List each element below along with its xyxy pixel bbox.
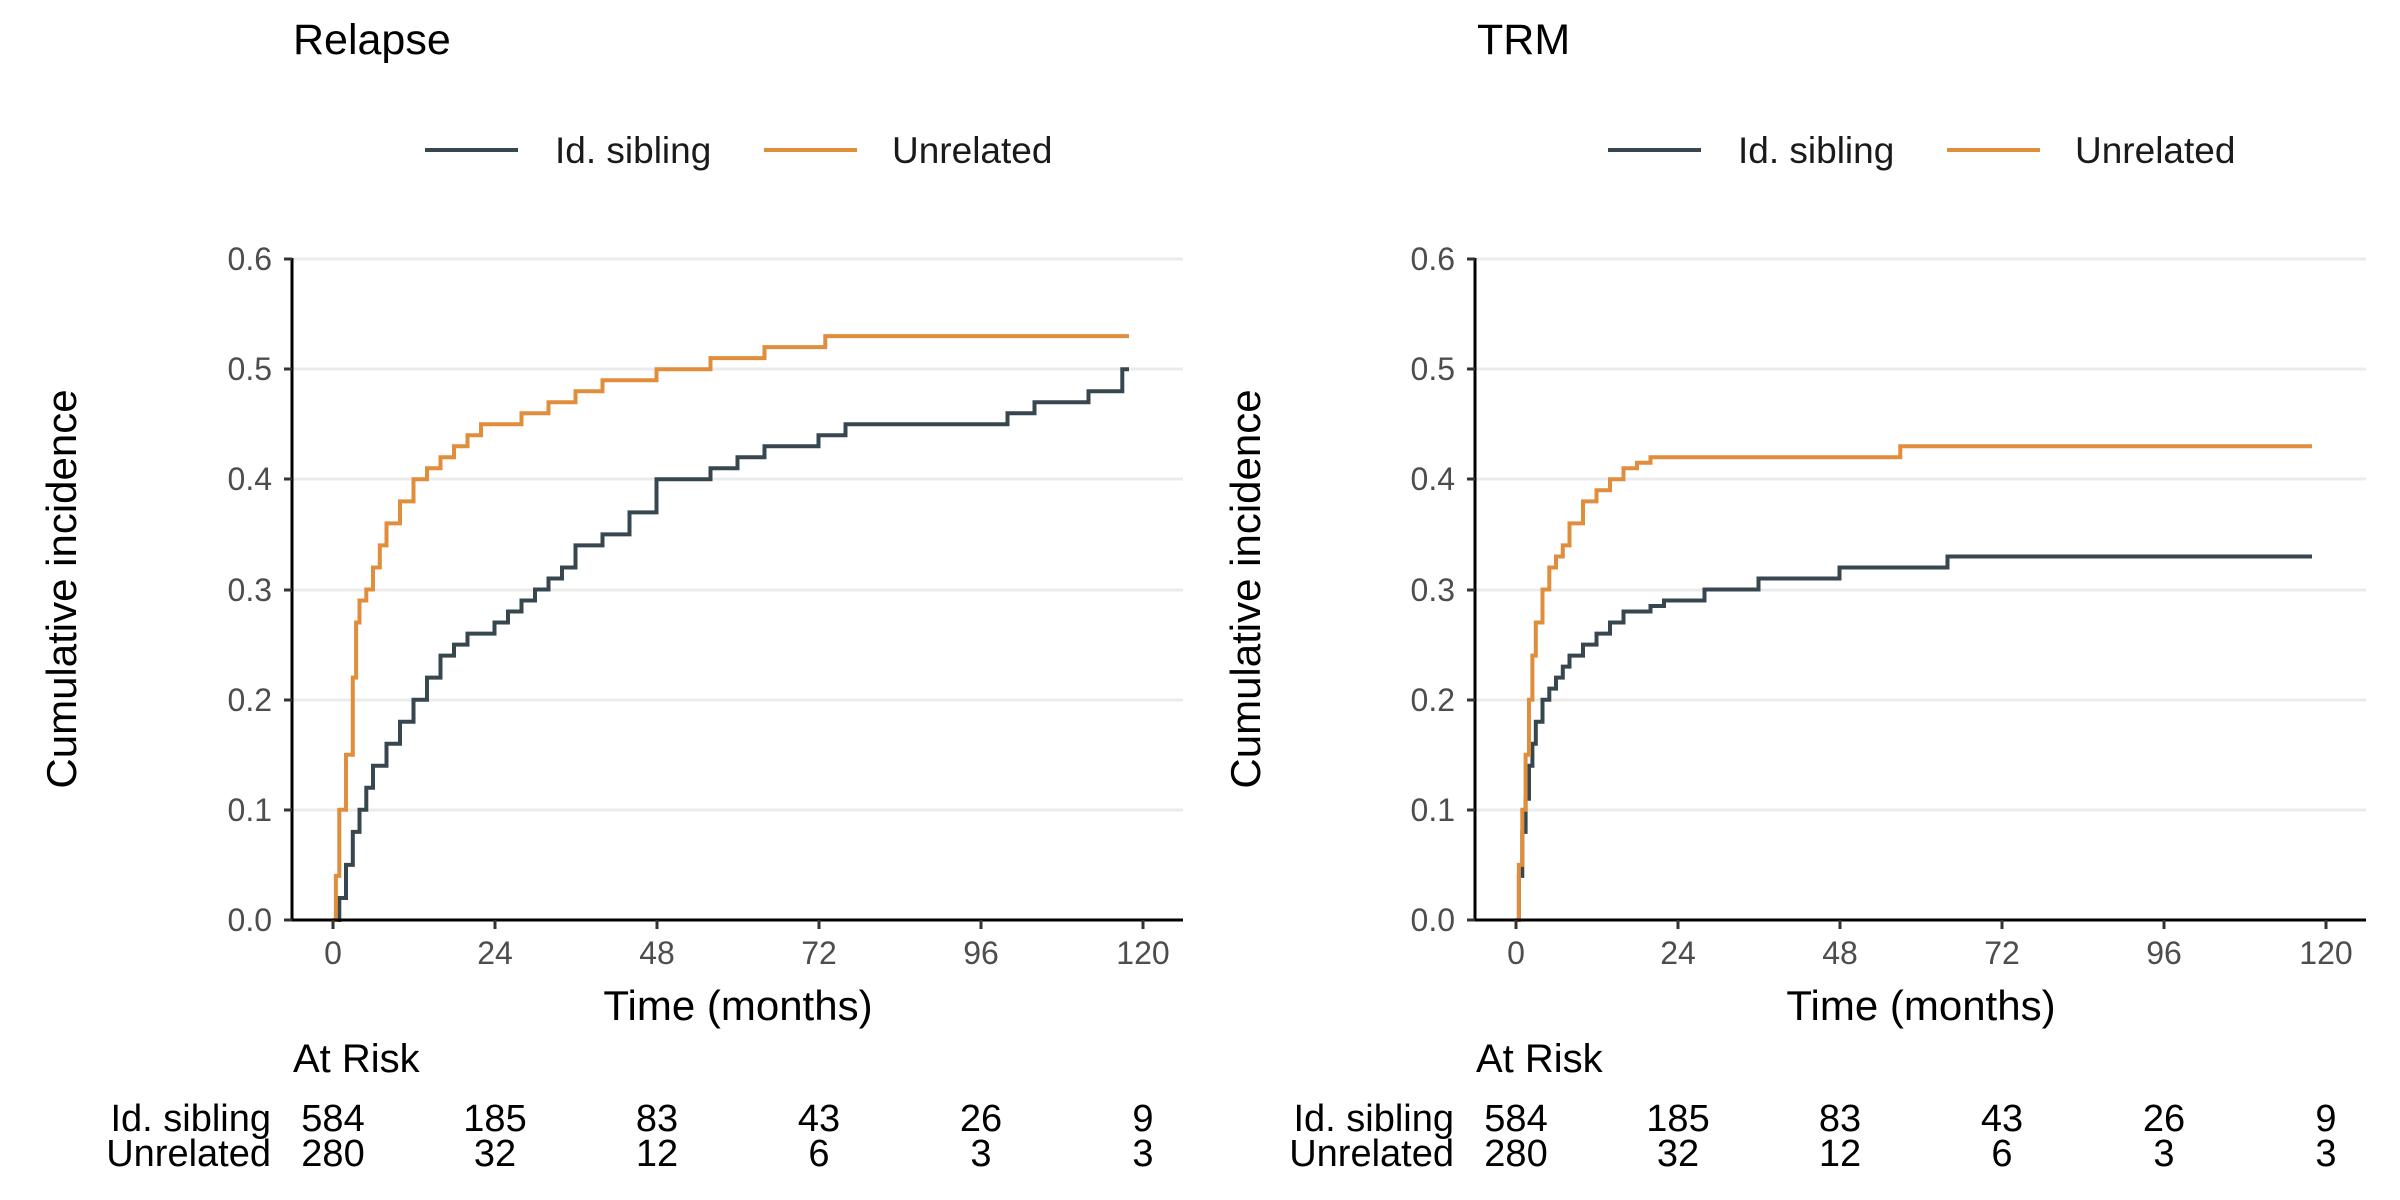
at-risk-count: 6 xyxy=(808,1133,829,1175)
y-grid xyxy=(292,257,1183,812)
series-line-unrelated xyxy=(332,334,1129,922)
legend-label-id-sibling: Id. sibling xyxy=(555,130,711,171)
series-line-unrelated xyxy=(1515,444,2312,922)
at-risk-count: 9 xyxy=(1132,1098,1153,1140)
at-risk-row-label: Unrelated xyxy=(106,1133,271,1175)
at-risk-row-label: Id. sibling xyxy=(110,1098,271,1140)
x-tick-label: 96 xyxy=(2146,935,2182,971)
legend-label-id-sibling: Id. sibling xyxy=(1738,130,1894,171)
at-risk-count: 3 xyxy=(1132,1133,1153,1175)
y-tick-label: 0.3 xyxy=(1411,572,1455,608)
x-tick-label: 48 xyxy=(639,935,675,971)
series-line-id-sibling xyxy=(1515,554,2312,922)
y-tick-label: 0.1 xyxy=(1411,792,1455,828)
y-grid xyxy=(1475,257,2366,812)
y-tick-label: 0.1 xyxy=(228,792,272,828)
at-risk-count: 43 xyxy=(1981,1098,2023,1140)
panel-title: TRM xyxy=(1477,16,1570,64)
x-tick-label: 96 xyxy=(963,935,999,971)
at-risk-count: 185 xyxy=(1646,1098,1709,1140)
at-risk-count: 83 xyxy=(1819,1098,1861,1140)
x-tick-label: 120 xyxy=(2299,935,2352,971)
x-tick-label: 0 xyxy=(1507,935,1525,971)
y-axis-title: Cumulative incidence xyxy=(1222,389,1269,788)
at-risk-count: 32 xyxy=(1657,1133,1699,1175)
panel-relapse: Relapse Id. sibling Unrelated xyxy=(38,16,1183,1175)
x-tick-label: 48 xyxy=(1822,935,1858,971)
at-risk-count: 26 xyxy=(960,1098,1002,1140)
x-tick-label: 0 xyxy=(324,935,342,971)
y-tick-label: 0.3 xyxy=(228,572,272,608)
at-risk-count: 9 xyxy=(2315,1098,2336,1140)
x-ticks: 0 24 48 72 96 120 xyxy=(1507,920,2353,971)
x-axis-title: Time (months) xyxy=(603,982,872,1029)
curves xyxy=(332,334,1129,922)
x-axis-title: Time (months) xyxy=(1786,982,2055,1029)
at-risk-count: 6 xyxy=(1991,1133,2012,1175)
at-risk-count: 43 xyxy=(798,1098,840,1140)
legend: Id. sibling Unrelated xyxy=(1608,130,2235,171)
y-ticks: 0.0 0.1 0.2 0.3 0.4 0.5 0.6 xyxy=(1411,241,1475,938)
at-risk-title: At Risk xyxy=(1476,1037,1604,1081)
y-tick-label: 0.2 xyxy=(1411,682,1455,718)
at-risk-row-label: Unrelated xyxy=(1289,1133,1454,1175)
y-tick-label: 0.4 xyxy=(228,461,272,497)
at-risk-count: 26 xyxy=(2143,1098,2185,1140)
y-tick-label: 0.5 xyxy=(1411,351,1455,387)
x-tick-label: 24 xyxy=(477,935,513,971)
at-risk-row-label: Id. sibling xyxy=(1293,1098,1454,1140)
y-tick-label: 0.0 xyxy=(1411,902,1455,938)
legend-label-unrelated: Unrelated xyxy=(892,130,1052,171)
at-risk-count: 185 xyxy=(463,1098,526,1140)
y-tick-label: 0.0 xyxy=(228,902,272,938)
panel-title: Relapse xyxy=(293,16,451,64)
at-risk-count: 32 xyxy=(474,1133,516,1175)
at-risk-count: 3 xyxy=(2153,1133,2174,1175)
y-axis-title: Cumulative incidence xyxy=(38,389,85,788)
at-risk-table: At Risk Id. sibling Unrelated 584 185 83… xyxy=(1289,1037,2336,1175)
at-risk-title: At Risk xyxy=(293,1037,421,1081)
legend: Id. sibling Unrelated xyxy=(425,130,1052,171)
at-risk-count: 3 xyxy=(970,1133,991,1175)
legend-label-unrelated: Unrelated xyxy=(2075,130,2235,171)
at-risk-count: 3 xyxy=(2315,1133,2336,1175)
x-tick-label: 72 xyxy=(801,935,837,971)
x-tick-label: 24 xyxy=(1660,935,1696,971)
panel-trm: TRM Id. sibling Unrelated xyxy=(1222,16,2366,1175)
at-risk-count: 584 xyxy=(1484,1098,1547,1140)
y-tick-label: 0.2 xyxy=(228,682,272,718)
at-risk-count: 12 xyxy=(1819,1133,1861,1175)
at-risk-count: 584 xyxy=(301,1098,364,1140)
y-tick-label: 0.4 xyxy=(1411,461,1455,497)
x-ticks: 0 24 48 72 96 120 xyxy=(324,920,1170,971)
at-risk-table: At Risk Id. sibling Unrelated 584 185 83… xyxy=(106,1037,1153,1175)
at-risk-count: 83 xyxy=(636,1098,678,1140)
at-risk-count: 280 xyxy=(301,1133,364,1175)
at-risk-count: 280 xyxy=(1484,1133,1547,1175)
y-ticks: 0.0 0.1 0.2 0.3 0.4 0.5 0.6 xyxy=(228,241,292,938)
series-line-id-sibling xyxy=(332,367,1129,922)
x-tick-label: 120 xyxy=(1116,935,1169,971)
y-tick-label: 0.6 xyxy=(1411,241,1455,277)
y-tick-label: 0.5 xyxy=(228,351,272,387)
x-tick-label: 72 xyxy=(1984,935,2020,971)
curves xyxy=(1515,444,2312,922)
y-tick-label: 0.6 xyxy=(228,241,272,277)
at-risk-count: 12 xyxy=(636,1133,678,1175)
